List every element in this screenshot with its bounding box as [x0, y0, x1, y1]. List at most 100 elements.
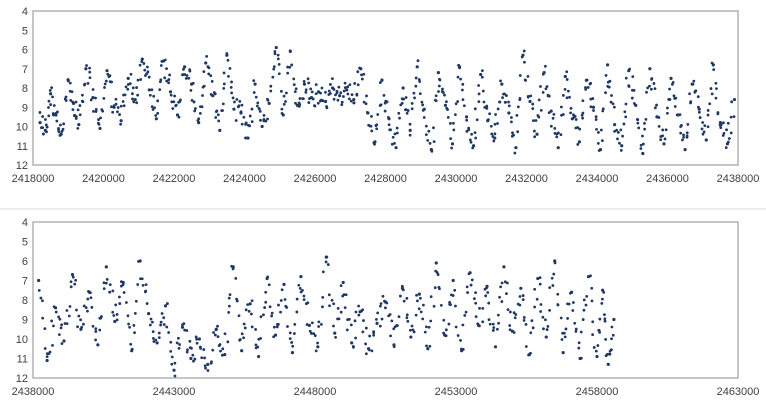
data-point-interpolated	[321, 305, 324, 309]
data-point	[417, 292, 421, 296]
data-point-interpolated	[379, 304, 382, 308]
data-point-interpolated	[633, 102, 636, 105]
data-point	[415, 65, 419, 69]
data-point	[591, 105, 596, 109]
data-point-interpolated	[710, 92, 714, 96]
data-point-interpolated	[298, 103, 302, 106]
x-tick-label: 2463000	[717, 386, 760, 398]
data-point-interpolated	[389, 128, 393, 132]
data-point-interpolated	[102, 96, 106, 100]
plot-frame	[32, 10, 739, 166]
data-point-interpolated	[342, 293, 346, 297]
data-point-interpolated	[226, 58, 230, 62]
data-point-interpolated	[372, 333, 376, 337]
data-point-interpolated	[591, 333, 595, 337]
data-point-interpolated	[121, 100, 125, 103]
data-point-interpolated	[496, 122, 499, 125]
data-point-interpolated	[310, 321, 314, 325]
data-point-interpolated	[112, 104, 116, 107]
data-point-interpolated	[194, 335, 198, 339]
data-point-interpolated	[343, 81, 347, 85]
data-point-interpolated	[126, 314, 130, 318]
y-tick-label: 7	[22, 276, 28, 288]
data-point-interpolated	[453, 113, 457, 117]
y-tick-label: 9	[22, 315, 28, 327]
data-point-interpolated	[86, 309, 89, 313]
data-point-interpolated	[552, 112, 556, 116]
data-point-interpolated	[326, 263, 330, 266]
data-point-interpolated	[628, 67, 632, 71]
data-point-interpolated	[470, 132, 474, 136]
data-point-interpolated	[276, 53, 280, 57]
data-point-interpolated	[472, 297, 476, 301]
data-point-interpolated	[609, 348, 613, 352]
data-point-interpolated	[439, 303, 443, 307]
data-point-interpolated	[400, 284, 404, 288]
data-point-interpolated	[698, 116, 702, 119]
data-point-interpolated	[317, 325, 321, 328]
data-point-interpolated	[643, 127, 647, 131]
data-point	[350, 341, 354, 345]
data-point-interpolated	[178, 343, 181, 346]
data-point-interpolated	[716, 112, 720, 116]
data-point-interpolated	[491, 322, 495, 326]
data-point-interpolated	[543, 64, 547, 68]
data-point-interpolated	[715, 87, 718, 91]
data-point-interpolated	[364, 352, 368, 356]
data-point-interpolated	[408, 122, 412, 126]
data-point-interpolated	[604, 74, 608, 77]
data-point-interpolated	[615, 128, 619, 132]
data-point-interpolated	[548, 309, 552, 312]
data-point-interpolated	[539, 303, 543, 306]
data-point-interpolated	[207, 72, 211, 76]
data-point-interpolated	[414, 313, 418, 317]
data-point-interpolated	[237, 314, 241, 318]
data-point-interpolated	[456, 100, 460, 103]
data-point-interpolated	[470, 278, 474, 282]
data-point-interpolated	[286, 65, 290, 69]
data-point-interpolated	[496, 327, 499, 331]
data-point	[77, 122, 81, 127]
data-point-interpolated	[428, 141, 432, 145]
data-point	[45, 358, 49, 363]
data-point-interpolated	[524, 78, 528, 82]
data-point-interpolated	[331, 77, 334, 81]
data-point-interpolated	[76, 126, 80, 130]
data-point-interpolated	[641, 134, 644, 138]
data-point-interpolated	[400, 101, 404, 105]
data-point-interpolated	[532, 119, 535, 123]
data-point-interpolated	[461, 82, 465, 86]
data-point-interpolated	[708, 102, 712, 106]
data-point-interpolated	[438, 78, 442, 82]
data-point-interpolated	[250, 299, 254, 303]
data-point-interpolated	[270, 314, 274, 318]
data-point-interpolated	[43, 327, 47, 331]
data-point-interpolated	[347, 97, 351, 101]
data-point-interpolated	[169, 340, 173, 344]
data-point-interpolated	[90, 305, 94, 309]
data-point-interpolated	[340, 100, 344, 104]
data-point-interpolated	[571, 301, 575, 304]
data-point-interpolated	[507, 104, 511, 108]
data-point-interpolated	[194, 107, 197, 110]
data-point-interpolated	[152, 340, 156, 343]
data-point-interpolated	[227, 304, 231, 308]
data-point-interpolated	[122, 104, 126, 108]
data-point-interpolated	[448, 122, 452, 125]
data-point-interpolated	[288, 337, 292, 341]
data-point-interpolated	[474, 315, 478, 319]
data-point-interpolated	[146, 70, 150, 74]
data-point-interpolated	[202, 84, 206, 88]
data-point-interpolated	[597, 149, 601, 152]
data-point-interpolated	[82, 83, 86, 87]
data-point-interpolated	[165, 79, 169, 83]
data-point	[154, 117, 158, 121]
data-point-interpolated	[221, 109, 224, 112]
data-point-interpolated	[202, 348, 206, 351]
data-point	[180, 325, 185, 329]
data-point-interpolated	[298, 286, 302, 290]
data-point-interpolated	[240, 103, 244, 107]
data-point	[197, 337, 201, 341]
data-point-interpolated	[141, 284, 145, 287]
data-point-interpolated	[259, 337, 262, 340]
